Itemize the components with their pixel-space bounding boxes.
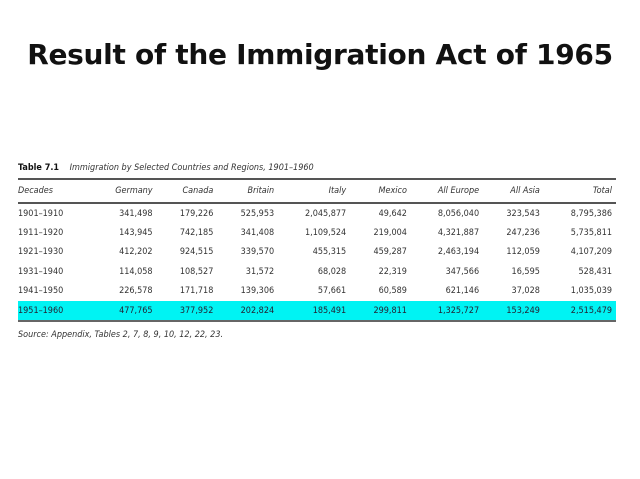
col-header-canada: Canada xyxy=(156,180,218,204)
table-row: 1941–1950 226,578 171,718 139,306 57,661… xyxy=(18,282,616,301)
cell-canada: 377,952 xyxy=(156,300,218,321)
immigration-table: Decades Germany Canada Britain Italy Mex… xyxy=(18,180,616,321)
cell-italy: 1,109,524 xyxy=(304,228,347,239)
cell-all-europe: 8,056,040 xyxy=(437,208,480,219)
cell-britain: 31,572 xyxy=(245,266,275,277)
cell-all-europe: 347,566 xyxy=(445,266,480,277)
cell-all-asia: 153,249 xyxy=(483,300,544,321)
cell-mexico: 219,004 xyxy=(373,228,407,239)
col-header-all-europe: All Europe xyxy=(410,180,484,204)
cell-total: 5,735,811 xyxy=(570,228,612,239)
table-label: Table 7.1 xyxy=(18,163,60,173)
col-header-britain: Britain xyxy=(217,180,279,204)
cell-canada: 924,515 xyxy=(179,247,214,258)
cell-italy: 57,661 xyxy=(317,286,347,297)
bottom-rule xyxy=(18,320,616,323)
cell-italy: 185,491 xyxy=(278,300,351,321)
cell-germany: 143,945 xyxy=(119,228,153,239)
col-header-germany: Germany xyxy=(90,180,157,204)
cell-mexico: 22,319 xyxy=(378,266,407,277)
cell-mexico: 49,642 xyxy=(378,208,407,219)
cell-germany: 412,202 xyxy=(119,247,153,258)
cell-italy: 455,315 xyxy=(312,247,347,258)
cell-all-europe: 1,325,727 xyxy=(410,300,484,321)
cell-germany: 477,765 xyxy=(90,300,157,321)
col-header-all-asia: All Asia xyxy=(483,180,544,204)
cell-britain: 339,570 xyxy=(240,247,275,258)
cell-decade: 1921–1930 xyxy=(18,247,64,258)
table-row: 1901–1910 341,498 179,226 525,953 2,045,… xyxy=(18,203,616,223)
cell-total: 528,431 xyxy=(578,266,612,277)
cell-britain: 139,306 xyxy=(240,286,275,297)
cell-total: 4,107,209 xyxy=(570,247,612,258)
cell-all-europe: 2,463,194 xyxy=(437,247,480,258)
table-source-note: Source: Appendix, Tables 2, 7, 8, 9, 10,… xyxy=(18,330,224,341)
table-row: 1921–1930 412,202 924,515 339,570 455,31… xyxy=(18,243,616,262)
cell-all-europe: 4,321,887 xyxy=(437,228,480,239)
cell-all-asia: 323,543 xyxy=(506,208,540,219)
cell-britain: 202,824 xyxy=(217,300,279,321)
cell-mexico: 459,287 xyxy=(373,247,407,258)
table-header-row: Decades Germany Canada Britain Italy Mex… xyxy=(18,180,616,204)
cell-all-asia: 247,236 xyxy=(506,228,540,239)
immigration-table-figure: Table 7.1 Immigration by Selected Countr… xyxy=(18,160,616,340)
cell-total: 8,795,386 xyxy=(570,208,612,219)
cell-germany: 226,578 xyxy=(119,286,153,297)
cell-italy: 2,045,877 xyxy=(304,208,347,219)
cell-decade: 1951–1960 xyxy=(18,300,91,321)
cell-decade: 1901–1910 xyxy=(18,208,64,219)
col-header-mexico: Mexico xyxy=(350,180,411,204)
cell-italy: 68,028 xyxy=(317,266,347,277)
cell-canada: 179,226 xyxy=(179,208,214,219)
cell-canada: 171,718 xyxy=(179,286,214,297)
table-row-highlighted: 1951–1960 477,765 377,952 202,824 185,49… xyxy=(18,300,616,321)
cell-decade: 1911–1920 xyxy=(18,228,64,239)
top-rule xyxy=(18,178,616,180)
cell-all-asia: 37,028 xyxy=(511,286,540,297)
cell-canada: 108,527 xyxy=(179,266,214,277)
cell-decade: 1941–1950 xyxy=(18,286,64,297)
cell-germany: 114,058 xyxy=(119,266,153,277)
cell-britain: 341,408 xyxy=(240,228,275,239)
slide-title: Result of the Immigration Act of 1965 xyxy=(27,38,613,71)
cell-total: 1,035,039 xyxy=(570,286,612,297)
cell-mexico: 60,589 xyxy=(378,286,407,297)
table-row: 1931–1940 114,058 108,527 31,572 68,028 … xyxy=(18,262,616,281)
cell-all-europe: 621,146 xyxy=(445,286,480,297)
cell-mexico: 299,811 xyxy=(350,300,411,321)
col-header-italy: Italy xyxy=(278,180,351,204)
cell-all-asia: 112,059 xyxy=(506,247,540,258)
cell-all-asia: 16,595 xyxy=(511,266,540,277)
table-caption-text: Immigration by Selected Countries and Re… xyxy=(69,163,314,173)
table-caption: Table 7.1 Immigration by Selected Countr… xyxy=(18,160,616,176)
cell-total: 2,515,479 xyxy=(543,300,616,321)
col-header-decades: Decades xyxy=(18,180,91,204)
table-row: 1911–1920 143,945 742,185 341,408 1,109,… xyxy=(18,223,616,242)
cell-decade: 1931–1940 xyxy=(18,266,64,277)
cell-canada: 742,185 xyxy=(179,228,214,239)
col-header-total: Total xyxy=(543,180,616,204)
cell-germany: 341,498 xyxy=(119,208,153,219)
cell-britain: 525,953 xyxy=(240,208,275,219)
